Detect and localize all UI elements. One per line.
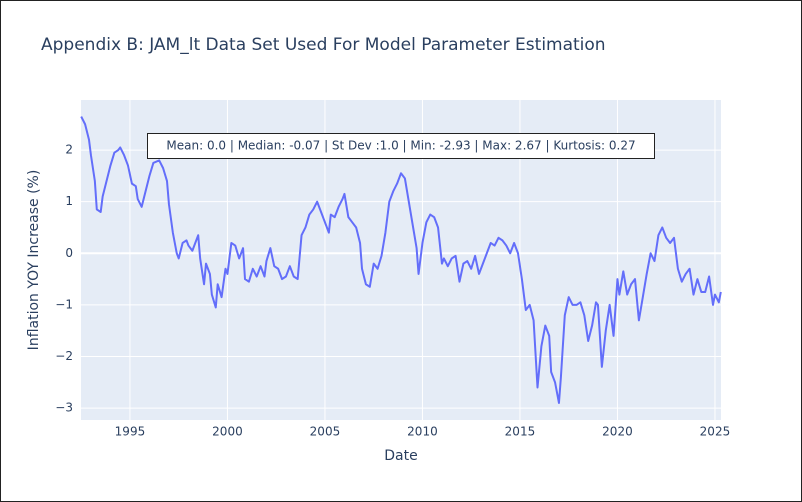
- y-tick-label: −3: [55, 401, 73, 415]
- y-tick-label: −2: [55, 349, 73, 363]
- chart-title: Appendix B: JAM_lt Data Set Used For Mod…: [41, 35, 606, 55]
- data-line: [80, 116, 722, 404]
- y-tick-label: −1: [55, 297, 73, 311]
- x-tick-label: 2020: [602, 425, 633, 439]
- y-axis-title: Inflation YOY Increase (%): [26, 170, 42, 351]
- annotation: Mean: 0.0 | Median: -0.07 | St Dev :1.0 …: [166, 139, 635, 153]
- x-tick-label: 2025: [700, 425, 731, 439]
- y-tick-label: 1: [65, 194, 73, 208]
- x-tick-label: 2005: [310, 425, 341, 439]
- annotation-box: [147, 133, 655, 159]
- x-tick-label: 1995: [115, 425, 146, 439]
- x-axis-title: Date: [384, 448, 417, 464]
- y-tick-label: 0: [65, 246, 73, 260]
- x-tick-label: 2000: [212, 425, 243, 439]
- x-tick-label: 2010: [407, 425, 438, 439]
- x-tick-label: 2015: [505, 425, 536, 439]
- y-tick-label: 2: [65, 143, 73, 157]
